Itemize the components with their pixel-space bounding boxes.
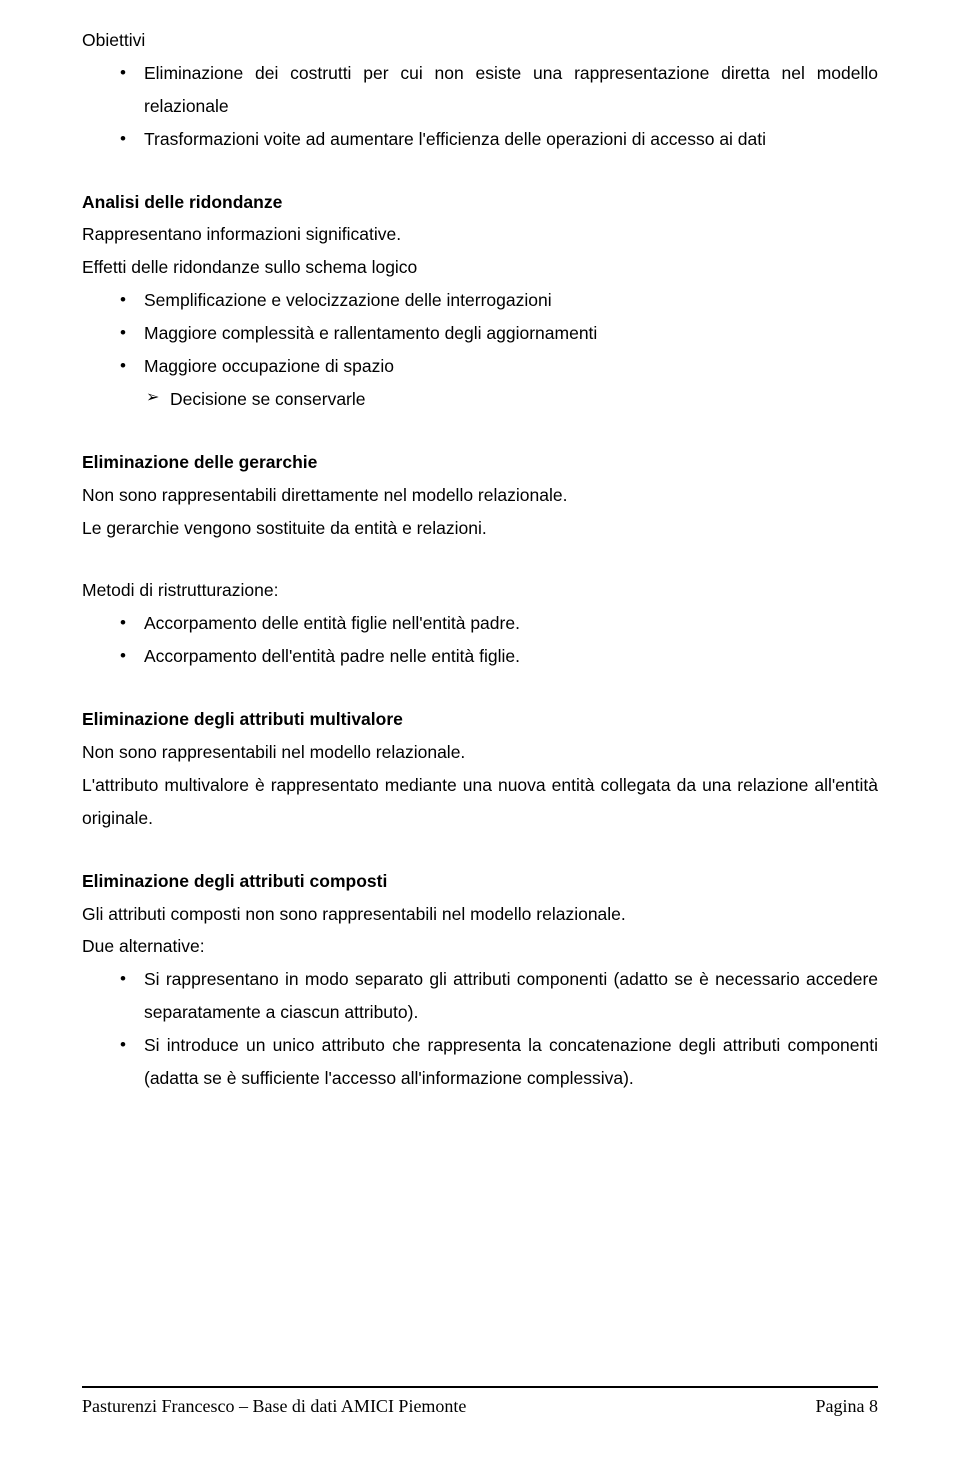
heading-obiettivi: Obiettivi	[82, 24, 878, 57]
heading-analisi-ridondanze: Analisi delle ridondanze	[82, 186, 878, 219]
list-item: Trasformazioni voite ad aumentare l'effi…	[120, 123, 878, 156]
list-obiettivi: Eliminazione dei costrutti per cui non e…	[82, 57, 878, 156]
footer-rule	[82, 1386, 878, 1388]
list-item: Semplificazione e velocizzazione delle i…	[120, 284, 878, 317]
list-item: Maggiore complessità e rallentamento deg…	[120, 317, 878, 350]
list-metodi: Accorpamento delle entità figlie nell'en…	[82, 607, 878, 673]
body-text: Effetti delle ridondanze sullo schema lo…	[82, 251, 878, 284]
list-item: Maggiore occupazione di spazio	[120, 350, 878, 383]
list-item: Accorpamento dell'entità padre nelle ent…	[120, 640, 878, 673]
document-body: Obiettivi Eliminazione dei costrutti per…	[82, 24, 878, 1095]
body-text: L'attributo multivalore è rappresentato …	[82, 769, 878, 835]
list-item: Eliminazione dei costrutti per cui non e…	[120, 57, 878, 123]
heading-eliminazione-gerarchie: Eliminazione delle gerarchie	[82, 446, 878, 479]
body-text: Gli attributi composti non sono rapprese…	[82, 898, 878, 931]
sublist-decisione: Decisione se conservarle	[82, 383, 878, 416]
list-item: Decisione se conservarle	[146, 383, 878, 416]
body-text: Non sono rappresentabili nel modello rel…	[82, 736, 878, 769]
body-text: Rappresentano informazioni significative…	[82, 218, 878, 251]
list-item: Accorpamento delle entità figlie nell'en…	[120, 607, 878, 640]
page-footer: Pasturenzi Francesco – Base di dati AMIC…	[82, 1386, 878, 1417]
list-effetti: Semplificazione e velocizzazione delle i…	[82, 284, 878, 383]
body-text: Non sono rappresentabili direttamente ne…	[82, 479, 878, 512]
body-text: Due alternative:	[82, 930, 878, 963]
body-text: Metodi di ristrutturazione:	[82, 574, 878, 607]
list-item: Si introduce un unico attributo che rapp…	[120, 1029, 878, 1095]
list-alternative: Si rappresentano in modo separato gli at…	[82, 963, 878, 1095]
heading-eliminazione-composti: Eliminazione degli attributi composti	[82, 865, 878, 898]
footer-author: Pasturenzi Francesco – Base di dati AMIC…	[82, 1396, 466, 1417]
footer-page-number: Pagina 8	[816, 1396, 879, 1417]
heading-eliminazione-multivalore: Eliminazione degli attributi multivalore	[82, 703, 878, 736]
list-item: Si rappresentano in modo separato gli at…	[120, 963, 878, 1029]
body-text: Le gerarchie vengono sostituite da entit…	[82, 512, 878, 545]
